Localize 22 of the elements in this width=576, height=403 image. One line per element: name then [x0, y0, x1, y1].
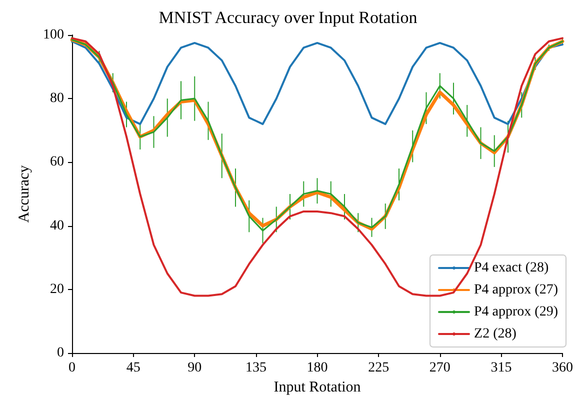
y-tick-label: 80: [50, 91, 64, 106]
x-tick-label: 45: [126, 360, 140, 376]
legend-label: P4 approx (27): [474, 282, 558, 298]
chart-title: MNIST Accuracy over Input Rotation: [158, 8, 418, 27]
x-tick-label: 90: [188, 360, 202, 376]
x-tick-label: 135: [245, 360, 266, 376]
x-tick-label: 180: [306, 360, 328, 376]
x-tick-label: 225: [368, 360, 390, 376]
y-tick-label: 100: [43, 28, 64, 42]
y-tick-label: 40: [50, 218, 64, 234]
y-axis-title: Accuracy: [16, 164, 32, 223]
y-tick-label: 60: [50, 154, 64, 170]
legend-label: Z2 (28): [474, 326, 517, 342]
x-tick-label: 0: [68, 360, 76, 376]
legend-label: P4 exact (28): [474, 260, 549, 276]
y-tick-label: 20: [50, 282, 64, 297]
y-tick-label: 0: [57, 346, 64, 360]
legend-label: P4 approx (29): [474, 304, 558, 320]
x-tick-label: 360: [552, 360, 573, 376]
x-tick-label: 315: [490, 360, 512, 376]
x-tick-label: 270: [429, 360, 450, 376]
x-axis-title: Input Rotation: [274, 379, 362, 396]
